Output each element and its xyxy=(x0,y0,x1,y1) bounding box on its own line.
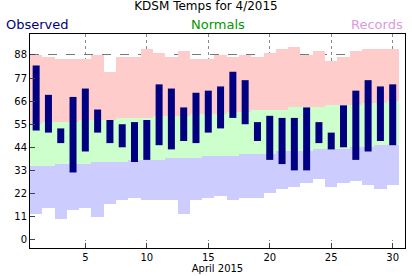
svg-text:0: 0 xyxy=(21,234,27,245)
svg-text:55: 55 xyxy=(14,119,27,130)
svg-text:66: 66 xyxy=(14,96,27,107)
svg-text:Records: Records xyxy=(351,17,403,32)
svg-text:Observed: Observed xyxy=(6,17,69,32)
svg-text:April 2015: April 2015 xyxy=(192,263,243,274)
svg-text:30: 30 xyxy=(386,252,399,263)
svg-text:Normals: Normals xyxy=(191,17,245,32)
svg-text:22: 22 xyxy=(14,188,27,199)
svg-text:KDSM Temps for 4/2015: KDSM Temps for 4/2015 xyxy=(134,0,277,13)
svg-text:5: 5 xyxy=(82,252,88,263)
svg-text:10: 10 xyxy=(140,252,153,263)
svg-text:11: 11 xyxy=(14,211,27,222)
svg-text:15: 15 xyxy=(202,252,215,263)
svg-text:44: 44 xyxy=(14,142,27,153)
svg-text:33: 33 xyxy=(14,165,27,176)
svg-text:77: 77 xyxy=(14,73,27,84)
svg-text:25: 25 xyxy=(325,252,338,263)
svg-text:88: 88 xyxy=(14,49,27,60)
svg-text:20: 20 xyxy=(263,252,276,263)
